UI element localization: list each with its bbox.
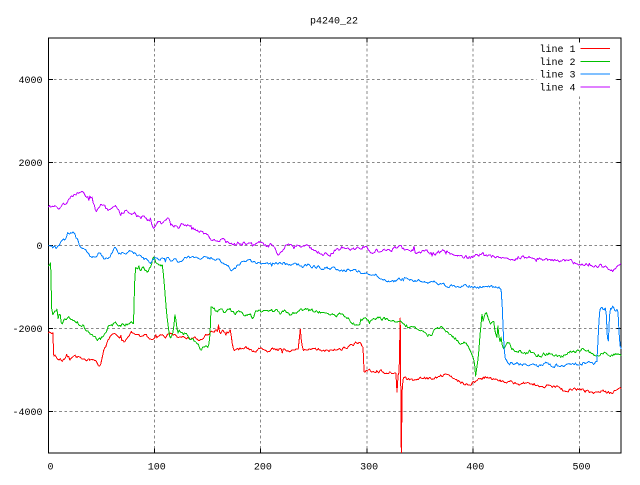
svg-text:-4000: -4000 xyxy=(12,408,42,419)
svg-text:line 4: line 4 xyxy=(539,83,575,95)
svg-text:line 2: line 2 xyxy=(539,57,575,69)
svg-text:200: 200 xyxy=(254,463,272,474)
svg-text:0: 0 xyxy=(36,242,42,253)
svg-text:line 1: line 1 xyxy=(539,44,575,56)
svg-text:p4240_22: p4240_22 xyxy=(310,17,358,28)
svg-text:0: 0 xyxy=(47,463,53,474)
svg-text:100: 100 xyxy=(148,463,166,474)
svg-text:400: 400 xyxy=(466,463,484,474)
svg-text:2000: 2000 xyxy=(18,159,42,170)
svg-text:-2000: -2000 xyxy=(12,325,42,336)
svg-text:4000: 4000 xyxy=(18,76,42,87)
svg-text:500: 500 xyxy=(572,463,590,474)
svg-text:line 3: line 3 xyxy=(539,70,575,82)
svg-text:300: 300 xyxy=(360,463,378,474)
